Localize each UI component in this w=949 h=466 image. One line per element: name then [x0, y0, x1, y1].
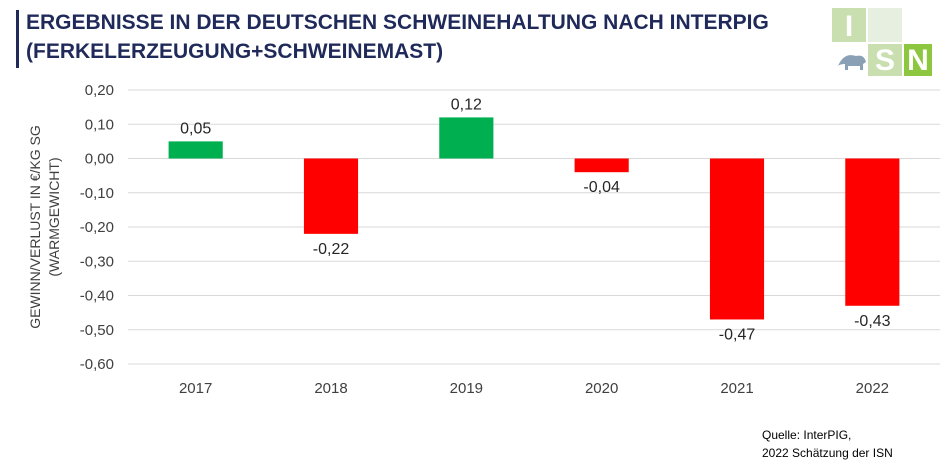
source-line-2: 2022 Schätzung der ISN [762, 446, 893, 460]
x-tick-label: 2018 [314, 380, 347, 397]
y-tick-label: -0,60 [80, 356, 114, 373]
x-tick-label: 2022 [856, 380, 889, 397]
x-tick-label: 2019 [450, 380, 483, 397]
bar-2022 [845, 158, 900, 306]
y-tick-label: -0,40 [80, 288, 114, 305]
chart-title-line-2: (FERKELERZEUGUNG+SCHWEINEMAST) [26, 40, 444, 63]
svg-text:S: S [875, 44, 895, 77]
bar-2020 [574, 158, 629, 173]
data-label: 0,12 [451, 96, 482, 113]
bar-2021 [709, 158, 765, 320]
data-label: -0,22 [313, 241, 350, 258]
y-tick-label: -0,10 [80, 185, 114, 202]
data-label: -0,04 [583, 179, 620, 196]
y-tick-label: -0,20 [80, 219, 114, 236]
gridlines [128, 89, 940, 365]
data-label: -0,43 [854, 313, 891, 330]
isn-logo: I S N [830, 6, 934, 78]
bar-2018 [303, 158, 359, 234]
isn-logo-graphic: I S N [830, 6, 934, 78]
y-tick-label: -0,30 [80, 253, 114, 270]
x-tick-label: 2017 [179, 380, 212, 397]
y-tick-label: 0,10 [85, 116, 114, 133]
chart-title: ERGEBNISSE IN DER DEUTSCHEN SCHWEINEHALT… [26, 8, 806, 66]
y-axis-label-line-2: (WARMGEWICHT) [46, 157, 62, 276]
y-tick-label: -0,50 [80, 322, 114, 339]
source-line-1: Quelle: InterPIG, [762, 428, 852, 442]
y-tick-labels: 0,20 0,10 0,00 -0,10 -0,20 -0,30 -0,40 -0,50 -0,… [80, 82, 114, 373]
svg-text:N: N [907, 44, 929, 77]
chart-title-line-1: ERGEBNISSE IN DER DEUTSCHEN SCHWEINEHALT… [26, 11, 769, 34]
y-tick-label: 0,20 [85, 82, 114, 99]
y-tick-label: 0,00 [85, 151, 114, 168]
x-tick-label: 2021 [720, 380, 753, 397]
bars [168, 117, 900, 320]
x-tick-label: 2020 [585, 380, 618, 397]
bar-2017 [168, 141, 223, 159]
y-axis-label-line-1: GEWINN/VERLUST IN €/KG SG [27, 125, 43, 329]
source-note: Quelle: InterPIG, 2022 Schätzung der ISN [762, 426, 893, 462]
data-label: 0,05 [180, 120, 211, 137]
svg-text:I: I [845, 10, 853, 43]
title-accent-bar [16, 10, 19, 68]
bar-2019 [439, 117, 494, 159]
data-labels: 0,05 -0,22 0,12 -0,04 -0,47 -0,43 [180, 96, 891, 343]
data-label: -0,47 [719, 326, 756, 343]
x-tick-labels: 2017 2018 2019 2020 2021 2022 [179, 380, 889, 397]
